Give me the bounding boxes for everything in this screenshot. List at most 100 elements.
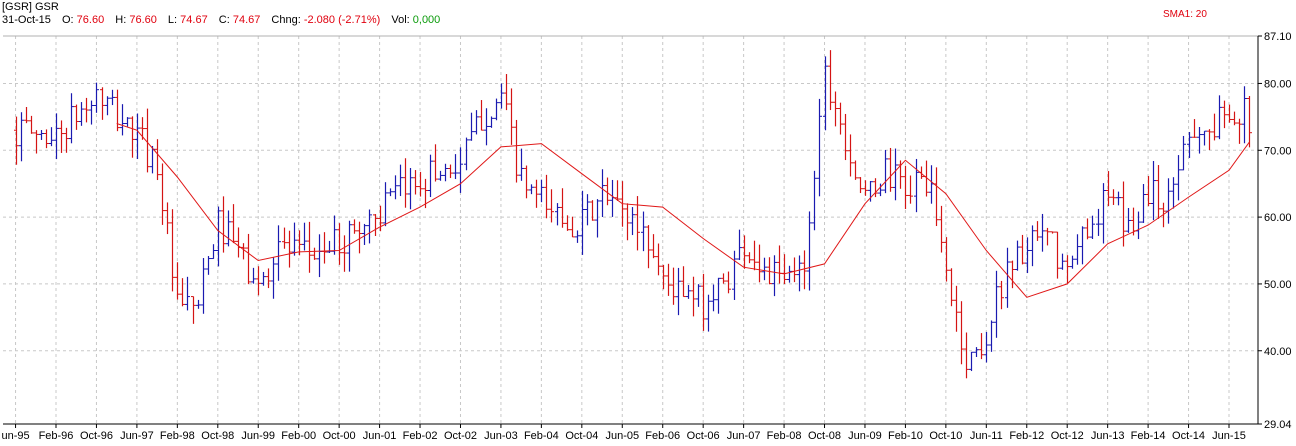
ohlc-bar [155, 139, 160, 181]
ohlc-bar [726, 271, 731, 294]
x-tick-label: Oct-98 [201, 430, 234, 442]
ohlc-bar [1237, 118, 1242, 144]
ohlc-bar [1020, 234, 1025, 265]
ohlc-bar [989, 320, 994, 352]
x-tick-label: Feb-00 [281, 430, 316, 442]
ohlc-bar [191, 296, 196, 324]
ohlc-bar [1232, 111, 1237, 126]
x-tick-label: Oct-10 [929, 430, 962, 442]
ohlc-bar [347, 220, 352, 272]
ohlc-bar [276, 225, 281, 281]
ohlc-bar [428, 154, 433, 198]
y-tick-label: 80.00 [1264, 78, 1292, 90]
ohlc-bar [1181, 135, 1186, 171]
x-axis-ticks: un-95 Feb-96 Oct-96 Jun-97 Feb-98 Oct-98 Jun-9… [1, 424, 1246, 442]
ohlc-bar [580, 190, 585, 255]
grid-lines [3, 36, 1258, 424]
ohlc-bar [979, 333, 984, 360]
ohlc-bar [529, 184, 534, 195]
ohlc-bar [287, 230, 292, 268]
open-value: 76.60 [76, 14, 105, 26]
ohlc-bar [367, 209, 372, 244]
ohlc-bar [666, 263, 671, 296]
ohlc-bar [499, 83, 504, 109]
x-tick-label: Oct-02 [444, 430, 477, 442]
ohlc-bar [949, 268, 954, 307]
ohlc-bar [878, 183, 883, 197]
ohlc-bar [120, 104, 125, 136]
ohlc-bar [681, 266, 686, 298]
ohlc-bar [676, 267, 681, 316]
ohlc-bar [64, 127, 69, 153]
x-tick-label: Jun-11 [970, 430, 1003, 442]
ohlc-bar [105, 96, 110, 116]
x-tick-label: Feb-14 [1131, 430, 1166, 442]
x-tick-label: Oct-04 [565, 430, 598, 442]
ohlc-bar [443, 163, 448, 182]
y-tick-label: 70.00 [1264, 145, 1292, 157]
ohlc-bar [362, 223, 367, 245]
ohlc-bar [1035, 221, 1040, 241]
ohlc-bar [848, 134, 853, 177]
ohlc-bar [1085, 218, 1090, 240]
ohlc-bar [1111, 189, 1116, 205]
ohlc-bar [94, 82, 99, 113]
ohlc-bar [1126, 207, 1131, 233]
close-value: 74.67 [232, 14, 261, 26]
ohlc-bar [1197, 126, 1202, 154]
ohlc-bar [49, 127, 54, 147]
ohlc-bar [256, 266, 261, 296]
ohlc-bar [1106, 171, 1111, 207]
y-tick-label: 87.10 [1264, 31, 1292, 43]
ohlc-bar [630, 207, 635, 236]
ohlc-bar [908, 175, 913, 204]
x-tick-label: Oct-06 [687, 430, 720, 442]
x-tick-label: Oct-08 [808, 430, 841, 442]
x-tick-label: Jun-97 [120, 430, 154, 442]
ohlc-bar [984, 331, 989, 363]
y-axis-ticks: 87.10 80.00 70.00 60.00 50.00 40.00 29.04 [1258, 31, 1292, 431]
ohlc-bar [84, 97, 89, 123]
ohlc-bar [560, 188, 565, 228]
ohlc-bar [944, 237, 949, 282]
ohlc-bar [1080, 226, 1085, 265]
ohlc-bar [292, 222, 297, 256]
y-tick-label: 40.00 [1264, 346, 1292, 358]
x-tick-label: Jun-09 [848, 430, 882, 442]
ohlc-bar [433, 144, 438, 182]
ohlc-bar [373, 214, 378, 237]
ohlc-bar [79, 102, 84, 126]
ohlc-bar [1151, 161, 1156, 221]
ohlc-bar [686, 285, 691, 299]
ohlc-bar [853, 160, 858, 180]
ohlc-bar [165, 202, 170, 235]
ohlc-bar [893, 148, 898, 201]
ohlc-bar [1040, 213, 1045, 252]
ohlc-bar [565, 215, 570, 231]
ohlc-bar [1005, 247, 1010, 308]
x-tick-label: Oct-00 [323, 430, 356, 442]
ohlc-bar [544, 174, 549, 219]
ohlc-bar [939, 205, 944, 253]
ohlc-bar [1187, 131, 1192, 158]
ohlc-bar [605, 177, 610, 206]
ohlc-bar [1247, 95, 1252, 148]
ohlc-bar [858, 177, 863, 194]
ohlc-bar [1121, 181, 1126, 247]
ohlc-bar [701, 273, 706, 331]
ohlc-bar [1050, 231, 1055, 234]
ohlc-bar [1217, 95, 1222, 140]
ohlc-bar [747, 252, 752, 264]
ohlc-bar [271, 257, 276, 299]
x-tick-label: Feb-10 [888, 430, 923, 442]
ohlc-bar [504, 74, 509, 111]
ohlc-bar [266, 268, 271, 289]
ohlc-bar [792, 257, 797, 283]
ohlc-bar [418, 171, 423, 197]
x-tick-label: un-95 [1, 430, 29, 442]
ohlc-bar [464, 137, 469, 171]
close-label: C: [218, 14, 230, 26]
ohlc-bar [398, 164, 403, 197]
ohlc-bar [297, 230, 302, 256]
